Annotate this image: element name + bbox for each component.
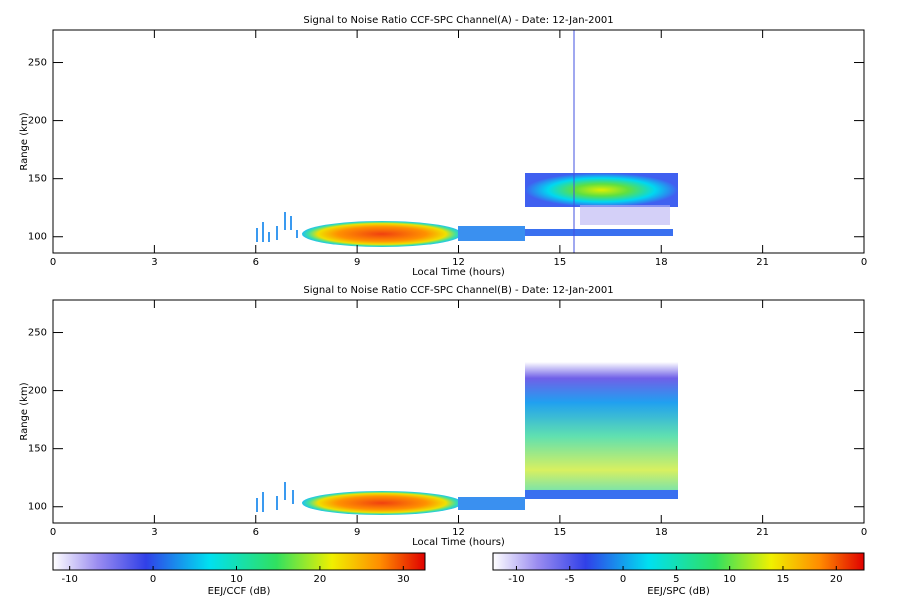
colorbar-tick-label: -10 bbox=[62, 574, 78, 585]
plot-frame bbox=[52, 29, 865, 254]
x-tick-label: 15 bbox=[554, 527, 567, 538]
x-tick-label: 0 bbox=[50, 527, 56, 538]
colorbar-tick-label: 15 bbox=[777, 574, 790, 585]
x-tick-label: 12 bbox=[452, 257, 465, 268]
colorbar-tick-label: 20 bbox=[830, 574, 843, 585]
x-tick-label: 21 bbox=[756, 257, 769, 268]
chart-title: Signal to Noise Ratio CCF-SPC Channel(A)… bbox=[303, 15, 613, 26]
y-tick-label: 100 bbox=[28, 232, 47, 243]
x-axis-label: Local Time (hours) bbox=[412, 537, 505, 548]
x-tick-label: 3 bbox=[151, 257, 157, 268]
colorbar-b bbox=[492, 552, 865, 571]
colorbar-tick-label: 5 bbox=[673, 574, 679, 585]
colorbar-tick-label: 0 bbox=[620, 574, 626, 585]
y-tick-label: 200 bbox=[28, 116, 47, 127]
x-tick-label: 15 bbox=[554, 257, 567, 268]
colorbar-tick-label: 30 bbox=[397, 574, 410, 585]
x-axis-label: Local Time (hours) bbox=[412, 267, 505, 278]
x-tick-label: 3 bbox=[151, 527, 157, 538]
heatmap-a bbox=[256, 30, 678, 253]
colorbar-tick-label: -10 bbox=[508, 574, 524, 585]
y-tick-label: 250 bbox=[28, 58, 47, 69]
plot-frame bbox=[52, 299, 865, 524]
colorbar-tick-label: 10 bbox=[723, 574, 736, 585]
x-tick-label: 6 bbox=[253, 257, 259, 268]
y-tick-label: 150 bbox=[28, 174, 47, 185]
x-tick-label: 0 bbox=[861, 527, 867, 538]
chart-title: Signal to Noise Ratio CCF-SPC Channel(B)… bbox=[303, 285, 613, 296]
y-axis-label: Range (km) bbox=[19, 112, 30, 170]
x-tick-label: 12 bbox=[452, 527, 465, 538]
colorbar-label: EEJ/SPC (dB) bbox=[647, 586, 710, 597]
y-axis-label: Range (km) bbox=[19, 382, 30, 440]
y-tick-label: 150 bbox=[28, 444, 47, 455]
x-tick-label: 9 bbox=[354, 257, 360, 268]
colorbar-tick-label: 20 bbox=[314, 574, 327, 585]
colorbar-tick-label: -5 bbox=[565, 574, 575, 585]
y-tick-label: 100 bbox=[28, 502, 47, 513]
heatmap-b bbox=[256, 362, 678, 515]
x-tick-label: 18 bbox=[655, 257, 668, 268]
colorbar-tick-label: 10 bbox=[230, 574, 243, 585]
colorbar-label: EEJ/CCF (dB) bbox=[208, 586, 271, 597]
x-tick-label: 6 bbox=[253, 527, 259, 538]
x-tick-label: 0 bbox=[50, 257, 56, 268]
y-tick-label: 200 bbox=[28, 386, 47, 397]
y-tick-label: 250 bbox=[28, 328, 47, 339]
colorbar-tick-label: 0 bbox=[150, 574, 156, 585]
x-tick-label: 18 bbox=[655, 527, 668, 538]
colorbar-a bbox=[52, 552, 426, 571]
x-tick-label: 9 bbox=[354, 527, 360, 538]
x-tick-label: 21 bbox=[756, 527, 769, 538]
x-tick-label: 0 bbox=[861, 257, 867, 268]
